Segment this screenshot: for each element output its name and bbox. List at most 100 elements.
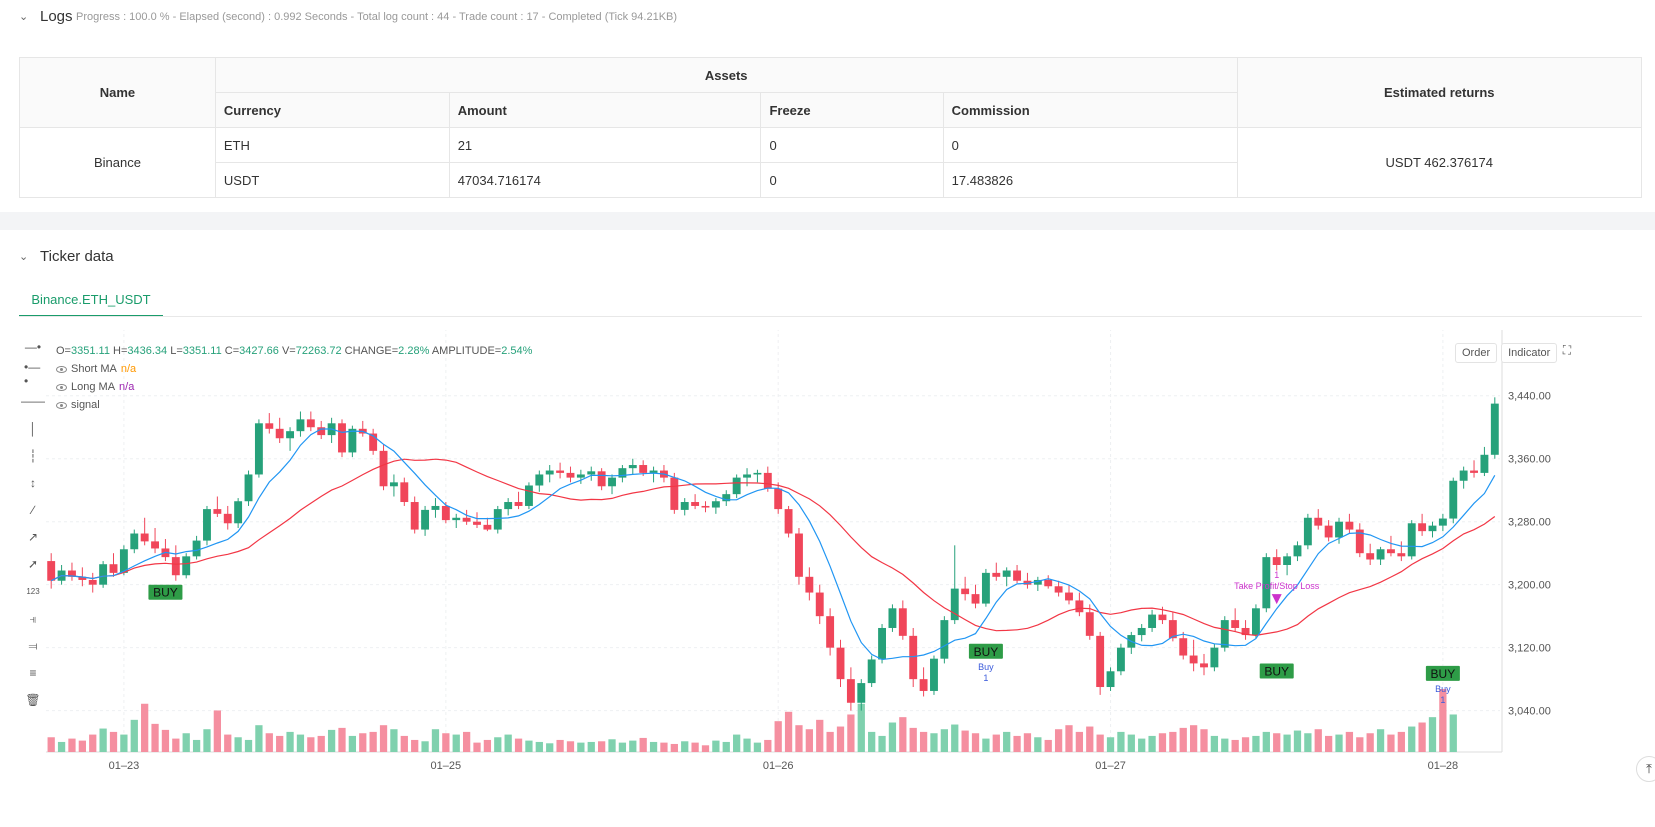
table-row: USDT 47034.716174 0 17.483826 — [20, 162, 1642, 198]
volume-bar — [691, 742, 699, 752]
volume-bar — [629, 740, 637, 752]
parallel-channel-icon[interactable]: ⫣ — [29, 611, 37, 626]
vertical-segment-icon[interactable]: ┆ — [29, 449, 37, 463]
indicator-button[interactable]: Indicator — [1501, 343, 1558, 363]
volume-bar — [286, 731, 294, 752]
candle-body — [1148, 614, 1157, 628]
volume-bar — [265, 733, 273, 752]
vertical-line-icon[interactable]: │ — [29, 422, 37, 436]
tab-binance-eth-usdt[interactable]: Binance.ETH_USDT — [19, 283, 163, 317]
candle-body — [711, 501, 720, 508]
volume-bar — [1449, 714, 1457, 752]
candle-body — [1262, 557, 1271, 609]
candle-body — [691, 502, 700, 506]
tab-underline — [19, 316, 1642, 317]
volume-bar — [307, 737, 315, 752]
candle-body — [473, 521, 481, 525]
candle-body — [483, 524, 492, 530]
volume-bar — [701, 745, 710, 752]
fib-icon[interactable]: ≡ — [29, 666, 37, 680]
eye-icon[interactable] — [56, 365, 67, 373]
vertical-ray-icon[interactable]: ↕ — [30, 476, 36, 490]
y-tick-label: 3,040.00 — [1508, 706, 1551, 718]
estimated-returns-value: USDT 462.376174 — [1236, 127, 1642, 198]
legend-long-ma[interactable]: Long MA n/a — [56, 378, 532, 396]
candle-body — [441, 505, 450, 521]
crosshair-icon[interactable]: —• — [24, 340, 42, 354]
volume-bar — [182, 733, 190, 752]
section-divider — [0, 212, 1655, 230]
volume-bar — [390, 729, 398, 752]
candle-body — [930, 658, 938, 691]
buy-signal-label: BUY — [153, 586, 178, 600]
trash-icon[interactable]: 🗑 — [25, 693, 41, 707]
y-tick-label: 3,200.00 — [1508, 580, 1551, 592]
candle-body — [130, 533, 139, 550]
candle-body — [171, 557, 180, 576]
logs-status-text: Progress : 100.0 % - Elapsed (second) : … — [76, 11, 678, 23]
legend-signal[interactable]: signal — [56, 396, 532, 414]
candle-body — [971, 594, 980, 604]
volume-bar — [431, 729, 440, 752]
volume-bar — [826, 731, 834, 752]
volume-bar — [99, 728, 107, 752]
ray-icon[interactable]: ↗ — [27, 530, 39, 544]
chart-buttons: Order Indicator — [1455, 343, 1558, 363]
horizontal-ray-icon[interactable]: —— — [21, 394, 45, 408]
fullscreen-icon[interactable]: ⛶ — [1562, 343, 1572, 357]
candle-body — [203, 509, 211, 541]
legend-short-ma[interactable]: Short MA n/a — [56, 360, 532, 378]
candle-body — [99, 564, 108, 585]
volume-bar — [494, 737, 502, 752]
commission-cell: 17.483826 — [942, 162, 1238, 198]
trend-line-icon[interactable]: ∕ — [31, 503, 34, 517]
candle-body — [535, 474, 544, 486]
eye-icon[interactable] — [56, 383, 67, 391]
volume-bar — [1138, 738, 1146, 752]
eye-icon[interactable] — [56, 401, 67, 409]
volume-bar — [878, 735, 886, 752]
candle-body — [504, 502, 513, 510]
candle-body — [795, 533, 803, 577]
volume-bar — [784, 711, 793, 752]
candle-body — [1314, 517, 1323, 526]
candle-body — [524, 485, 533, 506]
assets-column-header: Assets — [214, 57, 1238, 93]
volume-bar — [359, 733, 367, 752]
volume-bar — [255, 725, 263, 752]
volume-bar — [1075, 731, 1084, 752]
price-label-icon[interactable]: 123 — [26, 586, 40, 596]
pitchfork-icon[interactable]: ⫤ — [28, 638, 38, 653]
candle-body — [88, 579, 97, 585]
volume-bar — [857, 703, 865, 752]
buy-order-label: Buy — [978, 662, 994, 672]
volume-bar — [546, 743, 554, 752]
buy-signal-label: BUY — [974, 645, 999, 659]
volume-bar — [961, 730, 969, 752]
candle-body — [1345, 521, 1354, 530]
volume-bar — [1304, 733, 1312, 752]
order-button[interactable]: Order — [1455, 343, 1498, 363]
candlestick-chart-svg[interactable]: 3,440.00 3,360.00 3,280.00 3,200.00 3,120.00… — [0, 316, 1655, 822]
volume-bar — [670, 743, 678, 752]
volume-bar — [868, 731, 876, 752]
collapse-chevron-icon[interactable]: ⌄ — [19, 251, 29, 263]
candle-body — [1407, 523, 1416, 557]
volume-bar — [483, 739, 492, 752]
volume-bar — [930, 733, 938, 752]
chart-legend: O=3351.11 H=3436.34 L=3351.11 C=3427.66 … — [56, 342, 532, 414]
volume-bar — [1262, 731, 1270, 752]
extended-line-icon[interactable]: ➚ — [27, 557, 39, 571]
candle-body — [338, 423, 346, 453]
y-tick-label: 3,360.00 — [1508, 454, 1551, 466]
candle-body — [639, 465, 648, 473]
collapse-chevron-icon[interactable]: ⌄ — [19, 11, 29, 23]
candle-body — [182, 556, 191, 576]
volume-bar — [203, 729, 211, 752]
price-chart[interactable]: 3,440.00 3,360.00 3,280.00 3,200.00 3,120.00… — [0, 316, 1655, 822]
candle-body — [743, 474, 751, 478]
buy-signal-label-bg — [1259, 663, 1294, 679]
volume-bar — [1127, 734, 1135, 752]
scroll-to-top-button[interactable]: ⤒ — [1636, 756, 1655, 782]
volume-bar — [639, 737, 647, 752]
